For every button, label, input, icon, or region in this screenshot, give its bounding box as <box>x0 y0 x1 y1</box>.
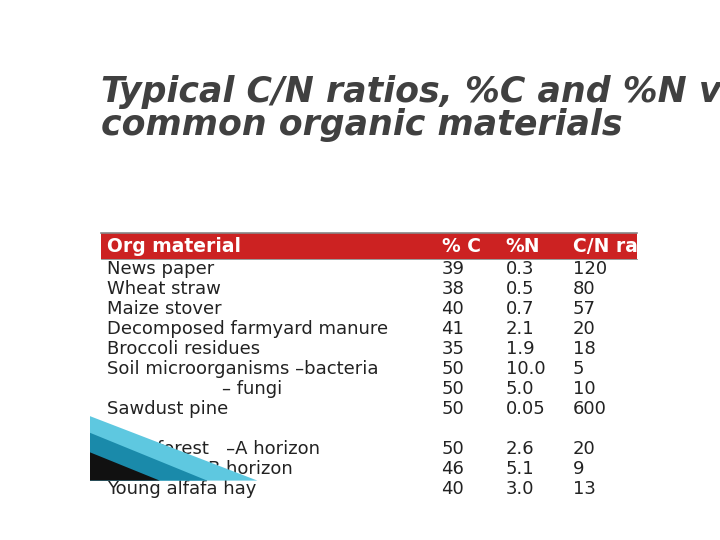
Polygon shape <box>90 453 160 481</box>
Text: % C: % C <box>441 237 480 255</box>
Text: 5: 5 <box>572 360 584 378</box>
Text: SOM–forest   –A horizon: SOM–forest –A horizon <box>107 440 320 457</box>
Polygon shape <box>90 416 258 481</box>
Text: 18: 18 <box>572 340 595 358</box>
Text: Young alfafa hay: Young alfafa hay <box>107 480 256 497</box>
Text: 38: 38 <box>441 280 464 298</box>
Text: Org material: Org material <box>107 237 240 255</box>
Text: Maize stover: Maize stover <box>107 300 221 318</box>
Text: Wheat straw: Wheat straw <box>107 280 220 298</box>
Text: 39: 39 <box>441 260 464 278</box>
Text: 50: 50 <box>441 360 464 378</box>
Text: Typical C/N ratios, %C and %N values for: Typical C/N ratios, %C and %N values for <box>101 75 720 109</box>
Text: Sawdust pine: Sawdust pine <box>107 400 228 417</box>
Text: Soil microorganisms –bacteria: Soil microorganisms –bacteria <box>107 360 378 378</box>
Text: 2.6: 2.6 <box>505 440 534 457</box>
Text: C/N ratio: C/N ratio <box>572 237 666 255</box>
Text: 80: 80 <box>572 280 595 298</box>
Text: 40: 40 <box>441 480 464 497</box>
Text: –B horizon: –B horizon <box>107 460 292 477</box>
Text: 13: 13 <box>572 480 595 497</box>
Text: 50: 50 <box>441 400 464 417</box>
Text: 0.5: 0.5 <box>505 280 534 298</box>
Text: 40: 40 <box>441 300 464 318</box>
Text: 46: 46 <box>441 460 464 477</box>
Text: 35: 35 <box>441 340 464 358</box>
Text: 57: 57 <box>572 300 595 318</box>
Text: common organic materials: common organic materials <box>101 109 623 143</box>
Text: 3.0: 3.0 <box>505 480 534 497</box>
Text: 120: 120 <box>572 260 607 278</box>
Text: 41: 41 <box>441 320 464 338</box>
Text: %N: %N <box>505 237 540 255</box>
Text: 10: 10 <box>572 380 595 397</box>
Text: 0.3: 0.3 <box>505 260 534 278</box>
Text: 600: 600 <box>572 400 606 417</box>
Text: 5.0: 5.0 <box>505 380 534 397</box>
Text: 5.1: 5.1 <box>505 460 534 477</box>
Bar <box>101 233 636 259</box>
Text: – fungi: – fungi <box>107 380 282 397</box>
Text: 50: 50 <box>441 380 464 397</box>
Text: 2.1: 2.1 <box>505 320 534 338</box>
Text: 10.0: 10.0 <box>505 360 545 378</box>
Text: 9: 9 <box>572 460 584 477</box>
Text: Decomposed farmyard manure: Decomposed farmyard manure <box>107 320 388 338</box>
Text: News paper: News paper <box>107 260 214 278</box>
Text: 0.7: 0.7 <box>505 300 534 318</box>
Polygon shape <box>90 433 207 481</box>
Text: 50: 50 <box>441 440 464 457</box>
Text: Broccoli residues: Broccoli residues <box>107 340 260 358</box>
Text: 20: 20 <box>572 320 595 338</box>
Text: 0.05: 0.05 <box>505 400 546 417</box>
Text: 1.9: 1.9 <box>505 340 534 358</box>
Text: 20: 20 <box>572 440 595 457</box>
